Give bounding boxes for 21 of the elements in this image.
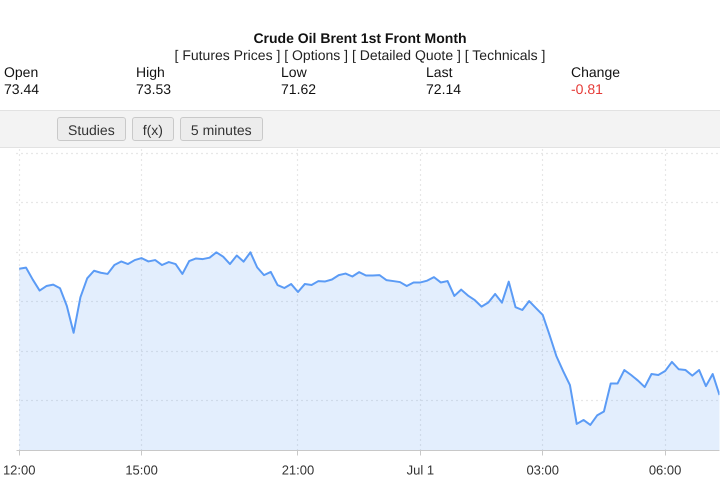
text: Change bbox=[571, 63, 620, 82]
text: 71.62 bbox=[281, 80, 316, 99]
x-tick-label: 15:00 bbox=[125, 462, 158, 478]
text: High bbox=[136, 63, 165, 82]
x-tick-label: 21:00 bbox=[282, 462, 314, 478]
x-tick-label: 06:00 bbox=[648, 462, 682, 478]
x-tick-label: 12:00 bbox=[2, 462, 36, 478]
text: 5 minutes bbox=[180, 117, 263, 141]
text: 72.14 bbox=[426, 80, 462, 99]
text: 73.53 bbox=[136, 80, 172, 99]
text: Low bbox=[281, 63, 307, 82]
chart-title: Crude Oil Brent 1st Front Month bbox=[252, 29, 468, 48]
x-tick-label: Jul 1 bbox=[406, 462, 434, 478]
text: Last bbox=[426, 63, 452, 82]
text: Open bbox=[4, 63, 38, 82]
x-tick-label: 03:00 bbox=[526, 462, 560, 478]
text: -0.81 bbox=[571, 80, 603, 99]
text: f(x) bbox=[132, 117, 174, 141]
text: 73.44 bbox=[4, 80, 40, 99]
text: Studies bbox=[57, 117, 126, 141]
chart-subtitle: [ Futures Prices ] [ Options ] [ Detailed Quote ] [ Technicals ] bbox=[174, 46, 546, 65]
